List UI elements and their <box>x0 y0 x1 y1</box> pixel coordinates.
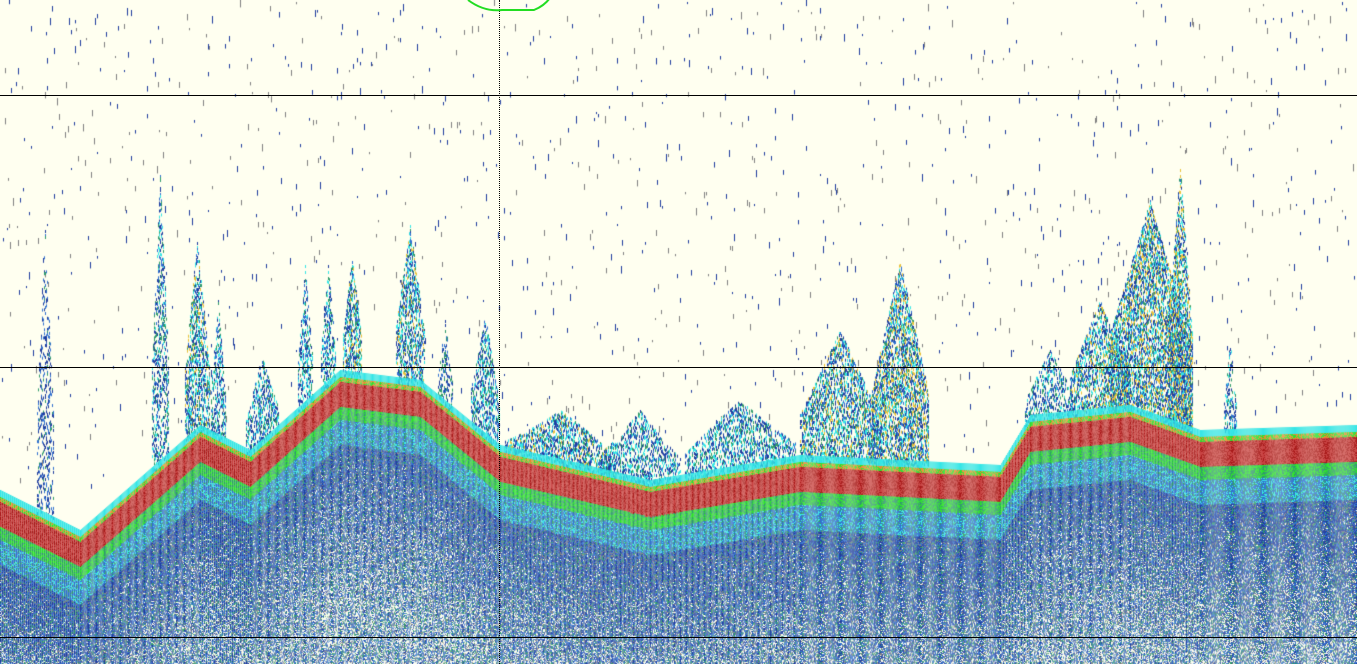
cursor-line[interactable] <box>499 0 500 664</box>
depth-grid-line <box>0 637 1357 638</box>
depth-grid-line <box>0 95 1357 96</box>
marker-outline-icon[interactable] <box>462 0 558 12</box>
depth-grid-line <box>0 367 1357 368</box>
